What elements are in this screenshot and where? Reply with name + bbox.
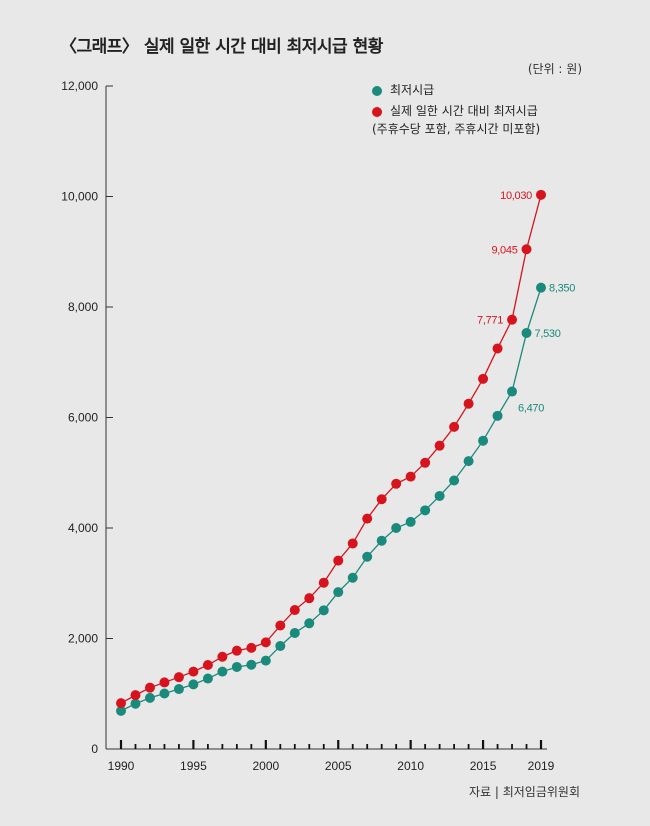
data-point	[231, 661, 242, 672]
y-tick-label: 6,000	[68, 411, 98, 425]
y-tick-label: 4,000	[68, 521, 98, 535]
series-line-0	[120, 287, 542, 712]
x-tick-label: 2005	[325, 759, 352, 773]
legend-item-min-wage: 최저시급	[372, 82, 540, 99]
data-point	[144, 682, 155, 693]
source-label: 자료 | 최저임금위원회	[468, 785, 580, 799]
data-point	[420, 505, 431, 516]
data-point	[231, 645, 242, 656]
data-point	[289, 605, 300, 616]
data-point	[347, 572, 358, 583]
data-point	[434, 440, 445, 451]
data-point	[318, 605, 329, 616]
x-tick-label: 2010	[397, 759, 424, 773]
data-point	[289, 627, 300, 638]
data-point	[202, 660, 213, 671]
legend-note-real-wage: (주휴수당 포함, 주휴시간 미포함)	[372, 122, 541, 136]
data-point	[536, 189, 546, 200]
data-point	[521, 327, 532, 338]
data-point	[391, 523, 402, 533]
data-point	[376, 494, 387, 505]
data-label: 9,045	[491, 244, 517, 256]
data-point	[362, 513, 373, 524]
data-point	[463, 456, 474, 467]
data-label: 7,530	[535, 328, 561, 340]
data-point	[521, 244, 532, 255]
legend: 최저시급 실제 일한 시간 대비 최저시급 (주휴수당 포함, 주휴시간 미포함…	[372, 82, 540, 138]
data-point	[188, 679, 199, 690]
x-tick-label: 2019	[528, 759, 555, 773]
data-point	[362, 551, 373, 562]
data-point	[420, 457, 431, 468]
y-tick-label: 2,000	[68, 632, 98, 646]
data-point	[376, 535, 387, 546]
data-point	[144, 692, 155, 703]
legend-label-min-wage: 최저시급	[390, 83, 435, 97]
data-label: 7,771	[477, 315, 503, 327]
data-point	[246, 659, 257, 670]
data-point	[449, 475, 460, 486]
data-label: 6,470	[518, 403, 544, 415]
data-point	[116, 705, 126, 716]
data-label: 8,350	[549, 283, 575, 295]
x-tick-label: 2000	[252, 759, 279, 773]
data-point	[260, 655, 271, 666]
data-point	[159, 688, 170, 699]
data-point	[507, 314, 518, 325]
data-point	[202, 673, 213, 684]
data-point	[507, 386, 518, 397]
data-point	[333, 555, 344, 566]
y-tick-label: 0	[91, 742, 98, 756]
x-tick-label: 1995	[180, 759, 207, 773]
data-point	[304, 618, 315, 629]
data-point	[130, 690, 141, 701]
data-point	[275, 640, 286, 651]
legend-label-real-wage: 실제 일한 시간 대비 최저시급	[390, 104, 538, 118]
data-point	[275, 620, 286, 631]
data-point	[492, 343, 503, 354]
legend-item-real-wage: 실제 일한 시간 대비 최저시급	[372, 103, 540, 120]
data-point	[405, 516, 416, 527]
data-point	[173, 684, 184, 695]
data-point	[318, 577, 329, 588]
x-tick-label: 2015	[470, 759, 497, 773]
data-point	[188, 666, 199, 677]
data-point	[405, 471, 416, 482]
data-point	[347, 538, 358, 549]
data-point	[130, 698, 141, 709]
data-point	[536, 282, 546, 293]
legend-marker-min-wage	[372, 85, 382, 96]
data-point	[304, 593, 315, 604]
y-tick-label: 8,000	[68, 300, 98, 314]
data-point	[478, 373, 489, 384]
data-point	[159, 677, 170, 688]
data-point	[260, 637, 271, 648]
series-line-1	[120, 194, 542, 704]
data-label: 10,030	[500, 190, 532, 202]
y-tick-label: 12,000	[61, 79, 98, 93]
data-point	[463, 398, 474, 409]
data-point	[449, 421, 460, 432]
unit-label: (단위 : 원)	[527, 62, 582, 76]
data-point	[217, 666, 228, 677]
data-point	[492, 410, 503, 421]
data-point	[173, 672, 184, 683]
data-point	[333, 587, 344, 598]
data-point	[434, 490, 445, 501]
y-tick-label: 10,000	[61, 190, 98, 204]
data-point	[391, 478, 402, 489]
chart-title: 〈그래프〉 실제 일한 시간 대비 최저시급 현황	[60, 37, 383, 57]
x-tick-label: 1990	[108, 759, 135, 773]
data-point	[217, 651, 228, 662]
legend-marker-real-wage	[372, 106, 382, 117]
data-point	[246, 642, 257, 653]
data-point	[116, 698, 126, 709]
data-point	[478, 435, 489, 446]
